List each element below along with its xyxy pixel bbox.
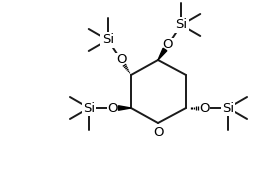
Text: O: O: [116, 54, 126, 66]
Text: O: O: [108, 102, 118, 114]
Text: O: O: [153, 125, 163, 139]
Text: O: O: [199, 102, 209, 114]
Text: O: O: [163, 38, 173, 52]
Polygon shape: [118, 106, 131, 110]
Text: Si: Si: [83, 102, 95, 114]
Polygon shape: [158, 48, 167, 60]
Text: Si: Si: [102, 33, 114, 47]
Text: Si: Si: [175, 18, 187, 31]
Text: Si: Si: [222, 102, 234, 114]
